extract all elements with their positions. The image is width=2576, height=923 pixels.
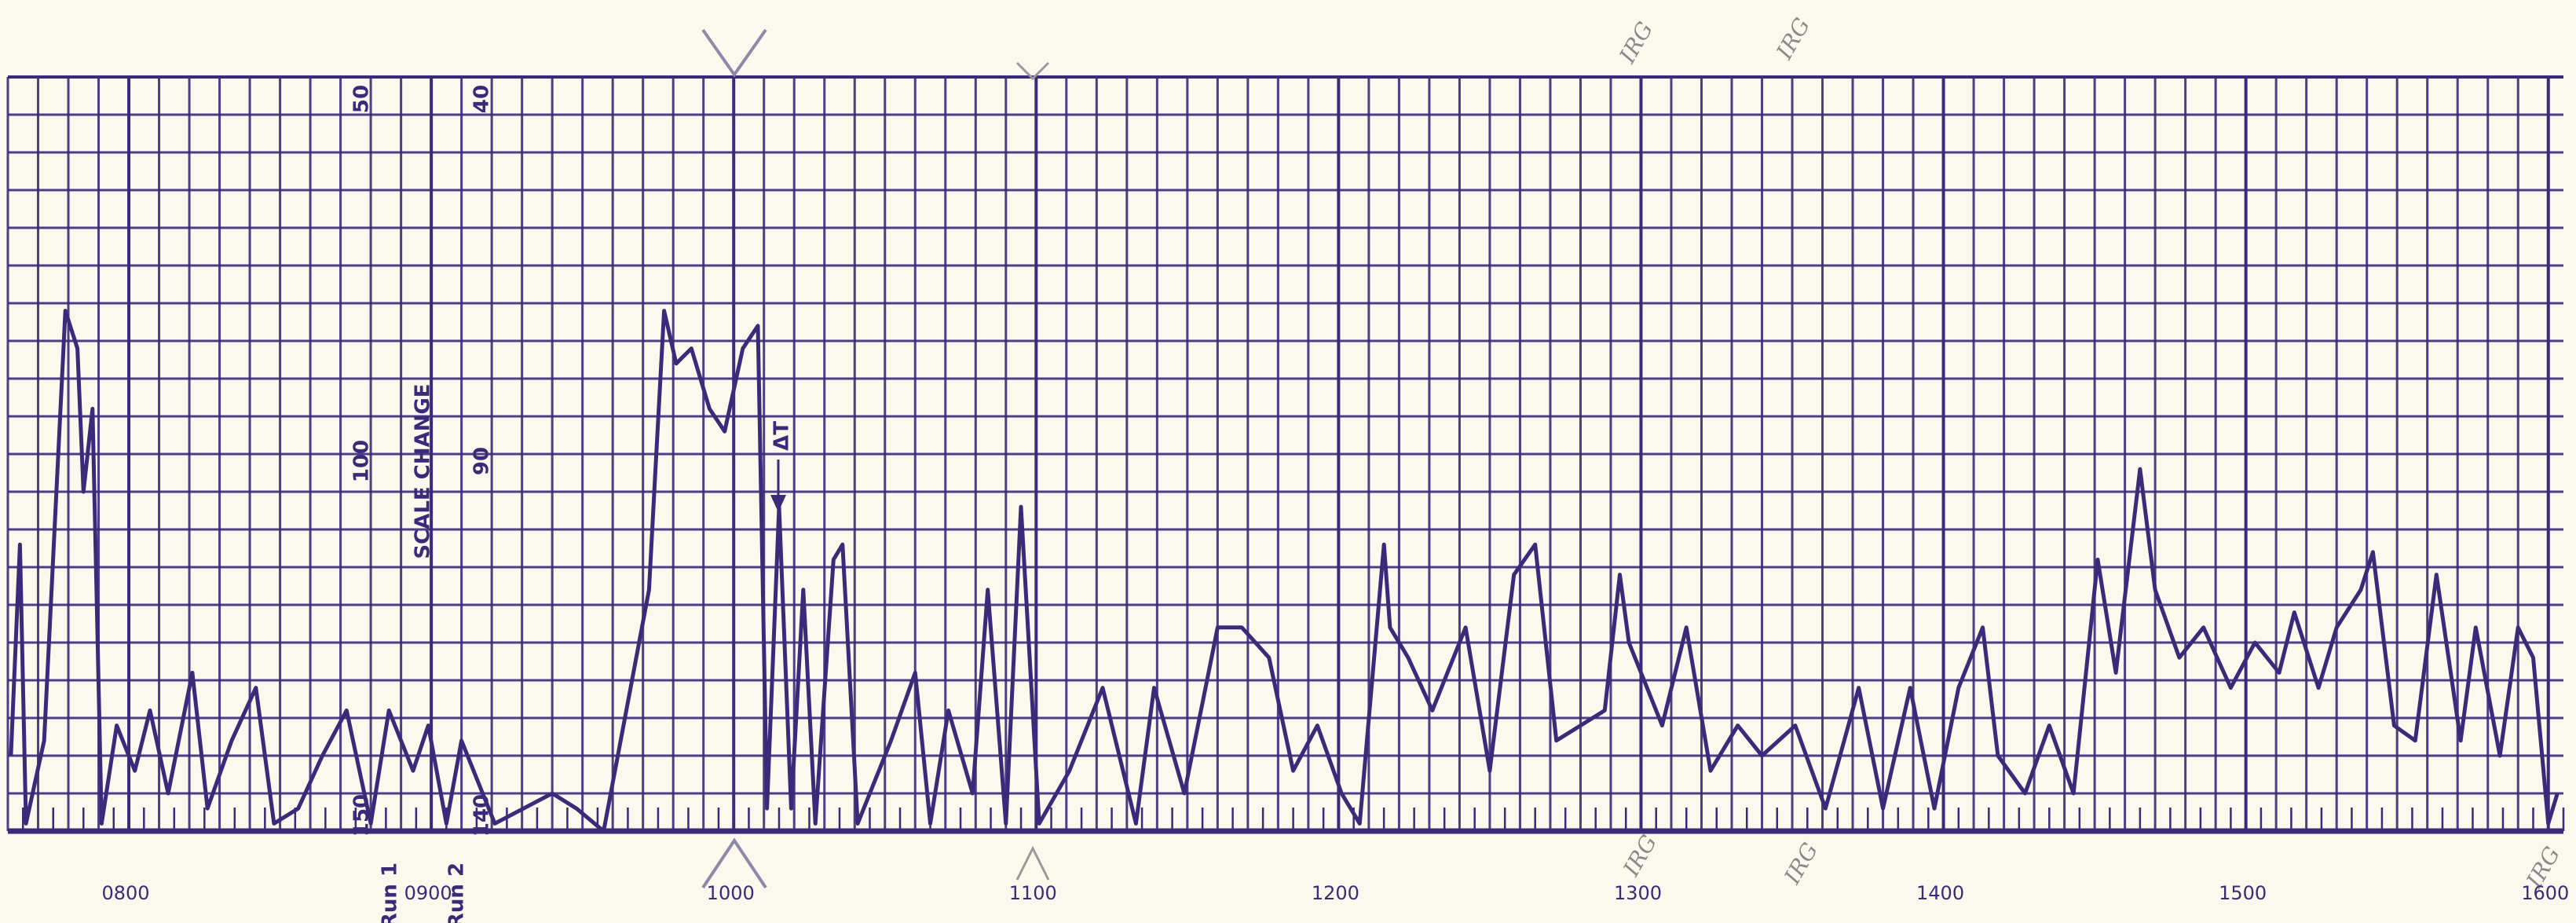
register-mark: [1015, 61, 1050, 81]
annotation: 150: [350, 794, 374, 837]
register-mark: [701, 837, 767, 889]
annotation: 40: [470, 85, 494, 113]
annotation: SCALE CHANGE: [412, 383, 435, 559]
annotation: 50: [350, 85, 374, 113]
x-tick-label: 1100: [1009, 882, 1057, 904]
trace: [9, 309, 2560, 833]
chart-grid: [6, 75, 2565, 834]
x-tick-label: 1400: [1916, 882, 1964, 904]
x-tick-label: 0900: [404, 882, 452, 904]
x-tick-label: 1200: [1312, 882, 1359, 904]
register-mark: [701, 28, 767, 78]
x-tick-label: 1500: [2219, 882, 2267, 904]
marks: [9, 309, 2560, 833]
x-tick-label: 0800: [101, 882, 149, 904]
annotation: Run 2: [445, 863, 469, 923]
annotation: Run 1: [379, 863, 402, 923]
x-tick-label: 1300: [1614, 882, 1662, 904]
annotation: 100: [350, 440, 374, 482]
annotation: ΔT: [770, 421, 794, 451]
x-tick-label: 1000: [707, 882, 755, 904]
arrow-head: [770, 495, 786, 512]
register-mark: [1015, 845, 1050, 881]
x-tick-label: 1600: [2521, 882, 2569, 904]
annotation: 90: [470, 447, 494, 475]
annotation: 140: [470, 794, 494, 837]
